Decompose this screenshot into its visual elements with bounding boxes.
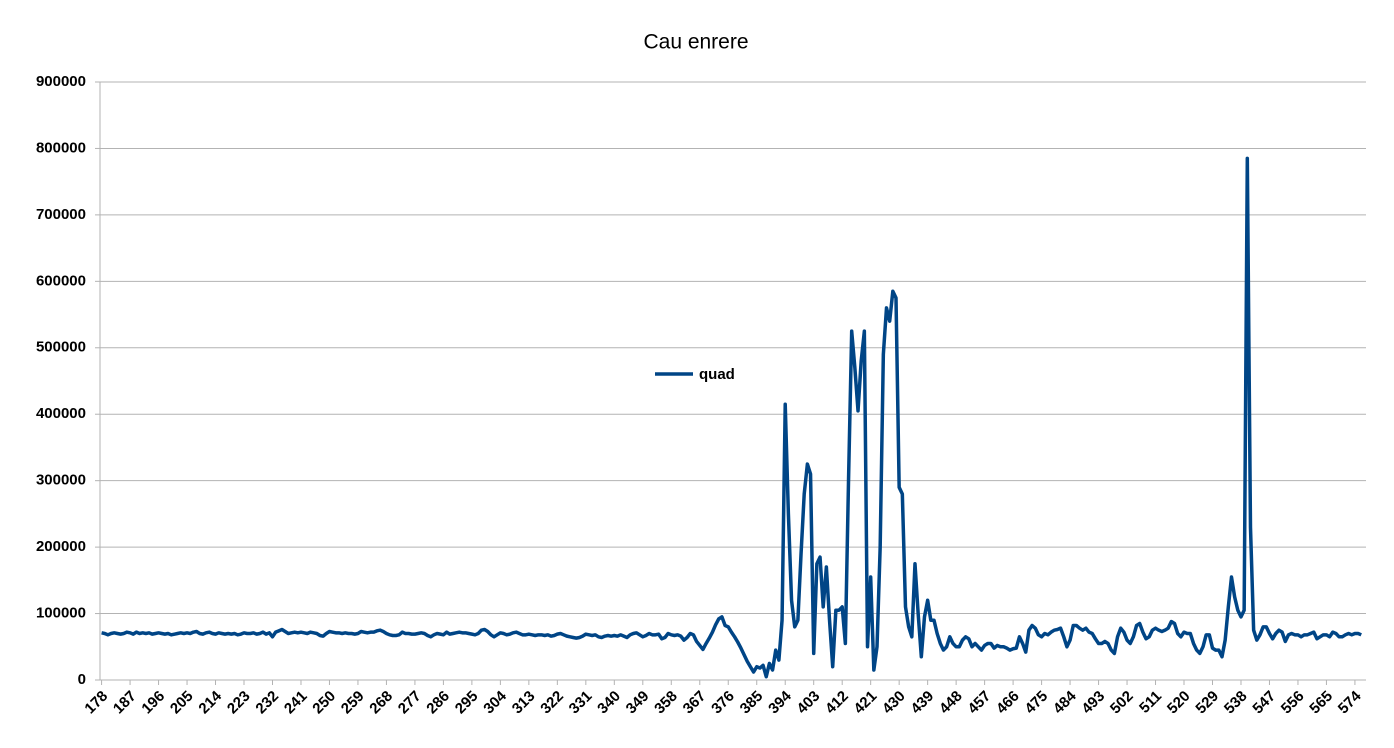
data-line [101,156,1362,679]
y-tick-label: 100000 [36,605,86,622]
y-tick-label: 400000 [36,405,86,422]
x-tick-label: 421 [851,688,881,718]
x-tick-label: 466 [993,688,1023,718]
x-tick-label: 520 [1164,688,1194,718]
y-tick-label: 0 [78,671,86,688]
x-tick-label: 529 [1192,688,1222,718]
x-tick-label: 394 [765,687,795,717]
x-tick-label: 232 [252,688,282,718]
x-tick-label: 304 [480,687,510,717]
x-tick-label: 196 [138,688,168,718]
x-tick-label: 241 [281,688,311,718]
y-tick-label: 700000 [36,206,86,223]
x-tick-label: 178 [81,688,111,718]
x-tick-label: 367 [680,688,710,718]
x-tick-label: 250 [309,688,339,718]
x-tick-label: 340 [594,688,624,718]
x-tick-label: 493 [1078,688,1108,718]
x-tick-label: 187 [110,688,140,718]
chart-title: Cau enrere [643,31,748,54]
x-tick-label: 457 [965,688,995,718]
y-tick-label: 900000 [36,73,86,90]
y-tick-label: 200000 [36,538,86,555]
x-tick-label: 277 [395,688,425,718]
x-tick-label: 268 [366,688,396,718]
y-tick-label: 500000 [36,339,86,356]
y-tick-label: 600000 [36,272,86,289]
legend-label: quad [699,366,735,383]
x-tick-label: 205 [167,688,197,718]
x-tick-label: 448 [936,688,966,718]
x-tick-label: 286 [423,688,453,718]
x-tick-label: 385 [737,688,767,718]
x-tick-label: 358 [651,688,681,718]
x-tick-label: 331 [566,688,596,718]
x-tick-label: 574 [1335,687,1365,717]
x-tick-label: 349 [623,688,653,718]
x-tick-label: 556 [1278,688,1308,718]
x-tick-label: 214 [195,687,225,717]
x-tick-label: 376 [708,688,738,718]
x-tick-label: 322 [537,688,567,718]
x-tick-label: 412 [822,688,852,718]
x-tick-label: 502 [1107,688,1137,718]
x-tick-label: 565 [1306,688,1336,718]
x-tick-label: 484 [1050,687,1080,717]
x-tick-label: 259 [338,688,368,718]
x-tick-label: 295 [452,688,482,718]
x-tick-label: 403 [794,688,824,718]
x-tick-label: 511 [1136,688,1165,717]
x-tick-label: 439 [908,688,938,718]
y-tick-label: 800000 [36,139,86,156]
x-tick-label: 223 [224,688,254,718]
x-tick-label: 430 [879,688,909,718]
x-tick-label: 313 [509,688,539,718]
x-tick-label: 538 [1221,688,1251,718]
x-tick-label: 547 [1249,688,1279,718]
x-tick-label: 475 [1022,688,1052,718]
y-tick-label: 300000 [36,472,86,489]
